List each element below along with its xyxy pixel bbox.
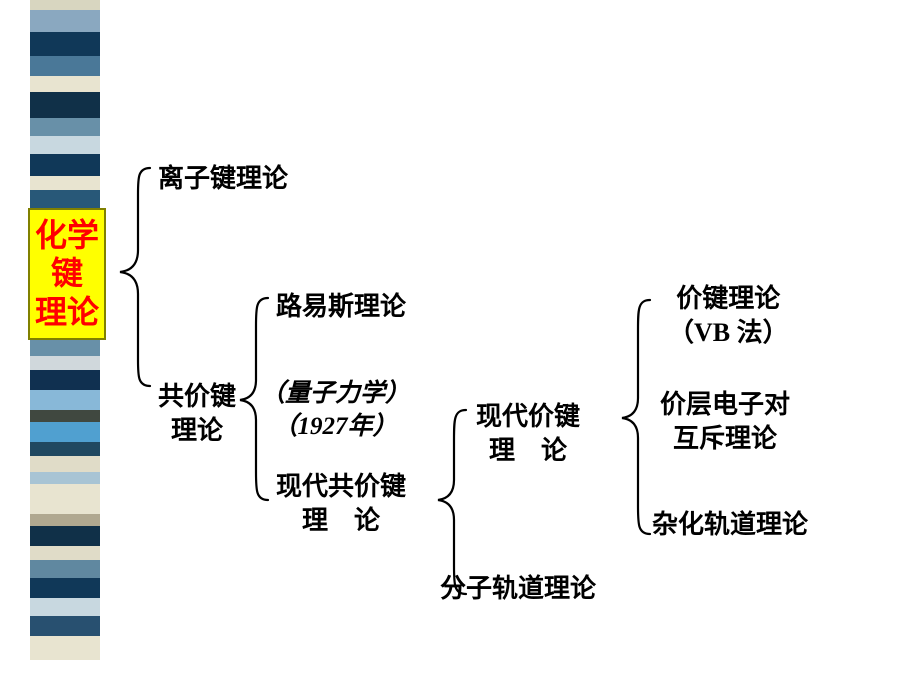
stripe [30, 154, 100, 176]
node-molecular-orbital: 分子轨道理论 [440, 572, 596, 606]
stripe [30, 390, 100, 410]
node-covalent-bond-theory: 共价键 理论 [158, 380, 236, 448]
stripe [30, 422, 100, 442]
stripe [30, 484, 100, 514]
stripe [30, 10, 100, 32]
stripe [30, 560, 100, 578]
stripe [30, 616, 100, 636]
node-vb-method: 价键理论 （VB 法） [668, 282, 789, 350]
stripe [30, 514, 100, 526]
stripe [30, 442, 100, 456]
brace-icon [622, 300, 650, 534]
stripe [30, 370, 100, 390]
brace-icon [438, 410, 466, 594]
stripe [30, 76, 100, 92]
stripe [30, 118, 100, 136]
stripe [30, 32, 100, 56]
stripe [30, 92, 100, 118]
decorative-stripe-column [30, 0, 100, 690]
node-lewis-theory: 路易斯理论 [276, 290, 406, 324]
node-modern-valence-theory: 现代价键 理 论 [476, 400, 580, 468]
stripe [30, 456, 100, 472]
root-label: 化学 键 理论 [35, 217, 99, 330]
stripe [30, 0, 100, 10]
node-modern-covalent-theory: 现代共价键 理 论 [276, 470, 406, 538]
stripe [30, 56, 100, 76]
stripe [30, 636, 100, 660]
stripe [30, 546, 100, 560]
stripe [30, 176, 100, 190]
stripe [30, 578, 100, 598]
stripe [30, 472, 100, 484]
stripe [30, 410, 100, 422]
stripe [30, 526, 100, 546]
node-vsepr-theory: 价层电子对 互斥理论 [660, 388, 790, 456]
node-quantum-mechanics-note: （量子力学） （1927年） [260, 378, 410, 443]
stripe [30, 356, 100, 370]
stripe [30, 598, 100, 616]
stripe [30, 136, 100, 154]
brace-icon [120, 168, 150, 386]
node-hybrid-orbital-theory: 杂化轨道理论 [652, 508, 808, 542]
root-node: 化学 键 理论 [28, 208, 106, 340]
node-ionic-bond-theory: 离子键理论 [158, 162, 288, 196]
